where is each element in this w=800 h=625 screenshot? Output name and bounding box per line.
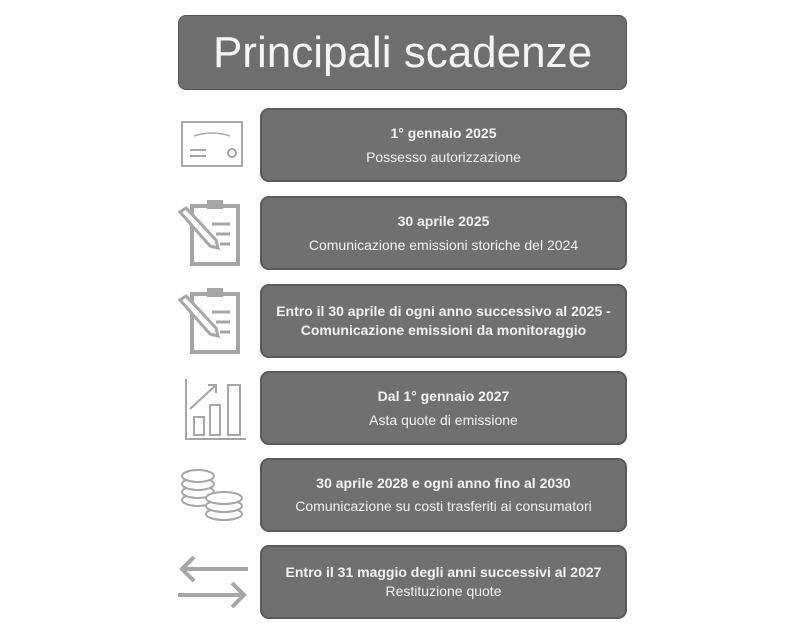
exchange-arrows-icon [178,555,248,609]
coins-icon [181,469,243,521]
deadline-date: 30 aprile 2025 [397,212,490,229]
deadline-date: 1° gennaio 2025 [390,124,497,141]
deadline-box: Entro il 30 aprile di ogni anno successi… [260,284,627,358]
deadline-box: Entro il 31 maggio degli anni successivi… [260,545,627,619]
deadline-description: Comunicazione su costi trasferiti ai con… [295,498,592,514]
deadline-description: Possesso autorizzazione [366,148,521,165]
deadline-box: 1° gennaio 2025 Possesso autorizzazione [260,108,627,182]
deadline-box: 30 aprile 2028 e ogni anno fino al 2030 … [260,458,627,532]
deadline-date: Entro il 30 aprile di ogni anno successi… [276,303,611,338]
deadline-date: Entro il 31 maggio degli anni successivi… [285,564,602,580]
deadline-box: Dal 1° gennaio 2027 Asta quote di emissi… [260,371,627,445]
certificate-icon [181,121,243,167]
deadline-description: Asta quote di emissione [369,411,518,428]
page-title: Principali scadenze [178,15,627,90]
deadline-description: Comunicazione emissioni storiche del 202… [308,236,579,253]
deadline-box: 30 aprile 2025 Comunicazione emissioni s… [260,196,627,270]
deadline-description: Restituzione quote [385,583,502,599]
deadline-date: 30 aprile 2028 e ogni anno fino al 2030 [316,475,571,491]
bar-chart-growth-icon [185,379,246,440]
clipboard-pencil-icon [177,200,240,266]
clipboard-pencil-icon [177,288,240,354]
deadline-date: Dal 1° gennaio 2027 [377,387,510,404]
